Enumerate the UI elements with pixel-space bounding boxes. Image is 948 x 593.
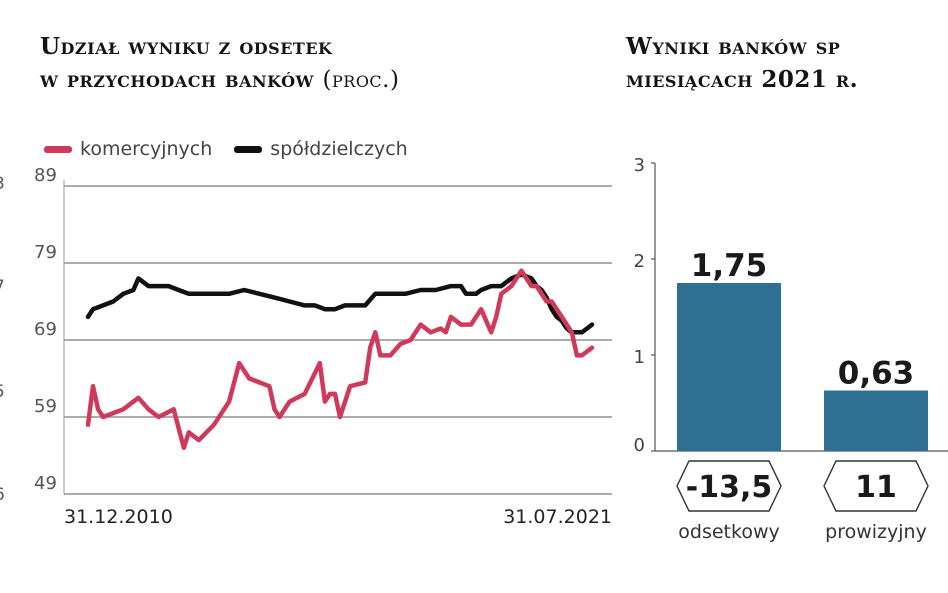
category-label-odsetkowy: odsetkowy [678,521,779,543]
line-chart-legend: komercyjnych spółdzielczych [44,138,430,160]
x-start-label: 31.12.2010 [64,506,173,528]
change-label-prowizyjny: 11 [855,470,897,505]
change-badge-odsetkowy [676,460,782,512]
bar-odsetkowy [677,283,781,451]
left-chart-title: Udział wyniku z odsetek w przychodach ba… [40,30,399,97]
series-line-komercyjnych [85,268,595,451]
left-title-line1: Udział wyniku z odsetek [40,33,333,60]
left-title-unit: (proc.) [322,67,400,93]
y-tick-label-79: 79 [34,242,57,263]
legend-item-spoldzielczych: spółdzielczych [234,138,408,160]
legend-item-komercyjnych: komercyjnych [44,138,212,160]
bar-value-label-prowizyjny: 0,63 [838,356,915,392]
right-chart-title: Wyniki banków sp miesiącach 2021 r. [626,30,858,96]
cut-label-2: 7 [0,277,5,297]
cut-label-3: 5 [0,382,5,402]
bar-y-tick-label-1: 1 [634,347,645,368]
bar-prowizyjny [824,390,928,451]
change-badge-prowizyjny [823,460,929,512]
legend-swatch-spoldzielczych [234,145,263,153]
x-end-label: 31.07.2021 [503,506,612,528]
right-title-line1: Wyniki banków sp [626,33,841,60]
right-title-line2: miesiącach 2021 r. [626,66,859,93]
series-line-spoldzielczych [85,272,595,335]
y-tick-label-59: 59 [34,396,57,417]
y-tick-label-49: 49 [34,473,57,494]
bar-y-tick-label-0: 0 [634,435,645,456]
legend-label-komercyjnych: komercyjnych [80,138,213,160]
legend-label-spoldzielczych: spółdzielczych [270,138,408,160]
cut-label-4: 6 [0,485,5,505]
y-tick-label-89: 89 [34,165,57,186]
legend-swatch-komercyjnych [44,145,72,153]
bar-chart: 3 2 1 0 1,75 -13,5 odsetkowy 0,63 11 prowizyjny [634,155,948,543]
change-label-odsetkowy: -13,5 [686,470,772,505]
bar-y-tick-label-2: 2 [634,251,645,272]
y-tick-label-69: 69 [34,319,57,340]
bar-y-tick-label-3: 3 [634,155,645,176]
category-label-prowizyjny: prowizyjny [825,521,927,543]
left-title-line2: w przychodach banków [40,66,315,93]
cut-label-1: 3 [0,174,5,194]
left-cut-axis-labels: 3 7 5 6 [0,174,5,505]
bar-value-label-odsetkowy: 1,75 [691,248,768,284]
line-chart: 89 79 69 59 49 31.12.2010 31.07.2021 [34,165,612,528]
